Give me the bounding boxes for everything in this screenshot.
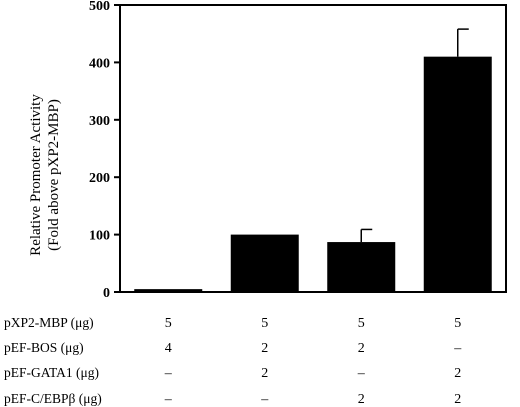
plot-frame <box>119 4 507 293</box>
y-tick-label: 0 <box>103 286 110 301</box>
bar <box>230 234 299 292</box>
condition-value: 5 <box>261 316 268 331</box>
condition-value: – <box>164 366 173 381</box>
condition-value: 5 <box>165 316 172 331</box>
condition-value: – <box>164 392 173 407</box>
y-tick-label: 500 <box>89 0 110 14</box>
condition-label: pXP2-MBP (μg) <box>4 315 94 330</box>
condition-label: pEF-C/EBPβ (μg) <box>4 391 102 406</box>
condition-value: 2 <box>261 341 268 356</box>
y-tick-label: 100 <box>89 229 110 244</box>
condition-value: 2 <box>454 366 461 381</box>
conditions-table: pXP2-MBP (μg) 5 5 5 5 pEF-BOS (μg) 4 2 2 – pEF-GAT… <box>4 315 462 407</box>
chart-axes: 0 100 200 300 400 500 <box>89 0 507 301</box>
condition-value: 5 <box>358 316 365 331</box>
bar <box>134 289 203 292</box>
condition-label: pEF-GATA1 (μg) <box>4 365 99 380</box>
y-tick-label: 300 <box>89 114 110 129</box>
condition-value: 2 <box>261 366 268 381</box>
y-axis-title-line2: (Fold above pXP2-MBP) <box>46 99 62 251</box>
condition-value: 4 <box>165 341 172 356</box>
condition-value: 2 <box>358 341 365 356</box>
bar <box>423 56 492 292</box>
condition-value: – <box>260 392 269 407</box>
condition-value: – <box>453 341 462 356</box>
y-tick-label: 200 <box>89 171 110 186</box>
bar <box>327 242 396 292</box>
y-axis-title-line1: Relative Promoter Activity <box>28 94 44 256</box>
condition-value: 2 <box>358 392 365 407</box>
y-axis-title: Relative Promoter Activity (Fold above p… <box>28 94 62 256</box>
chart-bars <box>134 28 492 292</box>
condition-value: 5 <box>454 316 461 331</box>
y-tick-label: 400 <box>89 56 110 71</box>
condition-label: pEF-BOS (μg) <box>4 340 84 355</box>
condition-value: 2 <box>454 392 461 407</box>
condition-value: – <box>357 366 366 381</box>
